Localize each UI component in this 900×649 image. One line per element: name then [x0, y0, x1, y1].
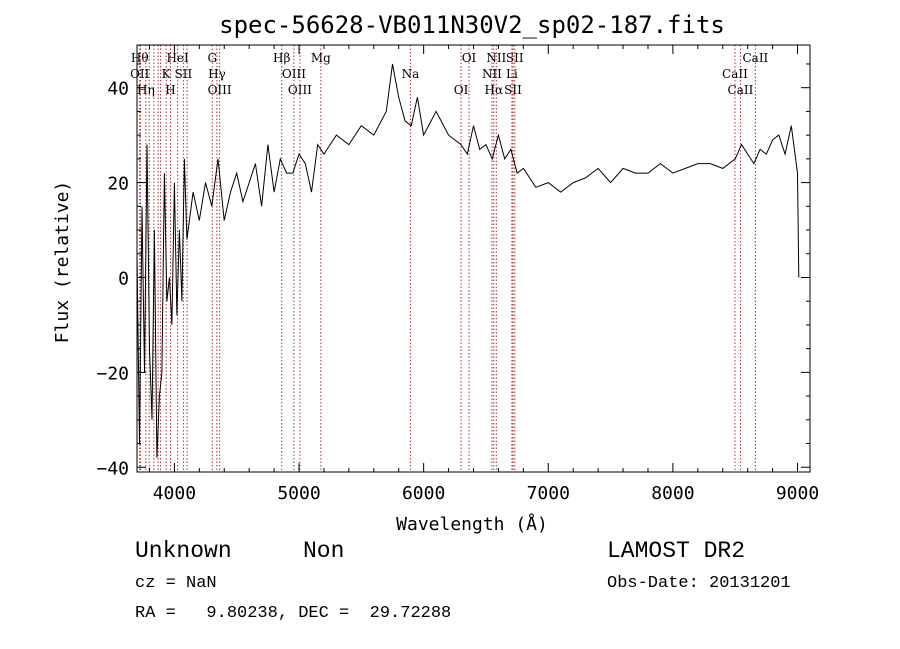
y-tick-label: −20: [96, 363, 129, 384]
y-tick-label: 40: [107, 79, 129, 100]
line-label: Na: [402, 67, 420, 81]
line-label: Li: [506, 67, 518, 81]
y-tick-label: 20: [107, 174, 129, 195]
line-label: OI: [454, 83, 469, 97]
line-label: CaII: [722, 67, 748, 81]
line-label: Hα: [485, 83, 504, 97]
x-axis: 4000 5000 6000 7000 8000 9000: [148, 45, 819, 504]
x-tick-label: 4000: [153, 483, 196, 504]
line-label: NII: [482, 67, 502, 81]
line-label: CaII: [742, 51, 768, 65]
line-label: Hγ: [208, 67, 226, 81]
survey-name: LAMOST DR2: [607, 538, 746, 564]
line-label: Hη: [137, 83, 155, 97]
line-label: OIII: [208, 83, 232, 97]
spectral-class: Unknown: [135, 538, 232, 564]
line-label: Hβ: [273, 51, 290, 65]
line-label: OI: [462, 51, 477, 65]
line-label: G: [207, 51, 217, 65]
y-tick-label: 0: [118, 268, 129, 289]
x-tick-label: 7000: [527, 483, 570, 504]
line-label: OII: [130, 67, 150, 81]
chart-title: spec-56628-VB011N30V2_sp02-187.fits: [219, 11, 725, 39]
x-tick-label: 8000: [651, 483, 694, 504]
y-tick-label: −40: [96, 458, 129, 479]
line-label: SII: [504, 83, 522, 97]
spectral-subclass: Non: [303, 538, 345, 564]
x-tick-label: 6000: [402, 483, 445, 504]
spectral-line-markers: [139, 45, 756, 472]
line-label: CaII: [728, 83, 754, 97]
y-axis: −40 −20 0 20 40: [96, 63, 810, 479]
obs-date: Obs-Date: 20131201: [607, 574, 791, 593]
spectrum-series-line: [136, 63, 800, 458]
line-label: K: [162, 67, 172, 81]
redshift-cz: cz = NaN: [135, 574, 217, 593]
x-tick-label: 9000: [776, 483, 819, 504]
line-label: HeI: [166, 51, 189, 65]
line-label: Mg: [311, 51, 331, 65]
x-axis-label: Wavelength (Å): [396, 513, 548, 535]
line-label: SII: [175, 67, 193, 81]
spectral-line-labels: Hθ OII Hη KH HeI SII G Hγ OIII Hβ OIII OIII Mg Na OI OI…: [130, 51, 768, 97]
line-label: NII: [486, 51, 506, 65]
plot-frame: [136, 44, 811, 473]
y-axis-label: Flux (relative): [52, 181, 73, 344]
coordinates: RA = 9.80238, DEC = 29.72288: [135, 604, 452, 623]
line-label: OIII: [282, 67, 306, 81]
line-label: OIII: [288, 83, 312, 97]
line-label: H: [165, 83, 175, 97]
line-label: SII: [506, 51, 524, 65]
x-tick-label: 5000: [277, 483, 320, 504]
line-label: Hθ: [131, 51, 149, 65]
